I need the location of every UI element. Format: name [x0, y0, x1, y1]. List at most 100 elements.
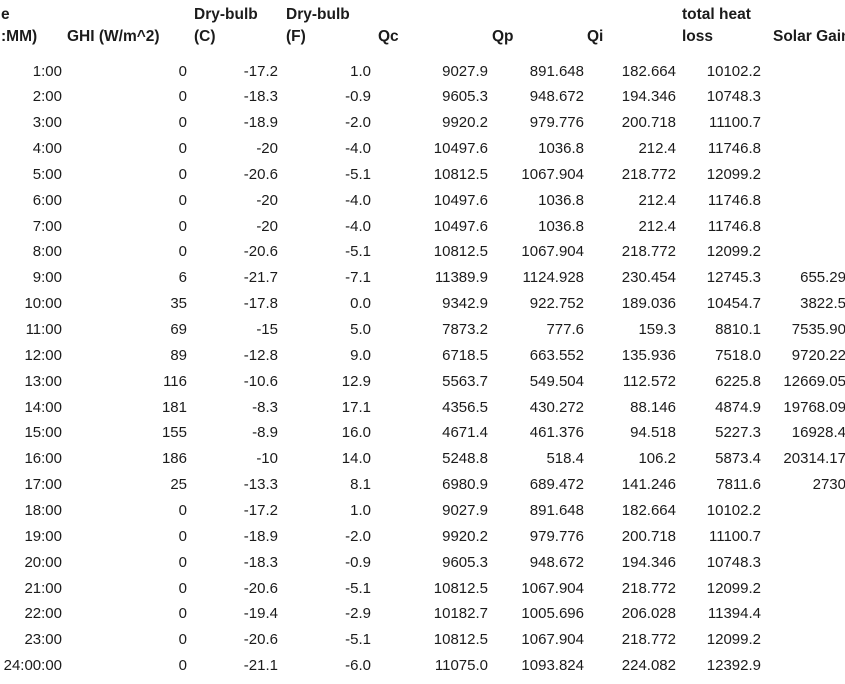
cell-qp: 1067.904	[521, 165, 584, 183]
cell-total_heat_loss: 10454.7	[706, 295, 761, 313]
cell-drybulb_c: -8.9	[252, 424, 278, 442]
column-header-ghi-line1	[67, 4, 160, 26]
cell-time: 12:00	[24, 346, 62, 364]
cell-qi: 212.4	[638, 191, 676, 209]
cell-qp: 518.4	[546, 450, 584, 468]
cell-total_heat_loss: 11746.8	[707, 191, 761, 209]
cell-qi: 182.664	[621, 501, 676, 519]
column-header-total_heat_loss-line2: loss	[682, 28, 714, 45]
cell-drybulb_f: 8.1	[350, 476, 371, 494]
cell-ghi: 116	[163, 372, 187, 390]
cell-drybulb_c: -19.4	[243, 605, 278, 623]
cell-total_heat_loss: 11100.7	[709, 527, 761, 545]
cell-qp: 663.552	[529, 346, 584, 364]
cell-qp: 1067.904	[521, 243, 584, 261]
cell-total_heat_loss: 11394.4	[707, 605, 761, 623]
cell-qc: 11075.0	[434, 657, 488, 675]
column-header-drybulb_f: Dry-bulb (F)	[286, 4, 350, 48]
cell-time: 23:00	[24, 631, 62, 649]
column-header-solar_gain-line1	[773, 4, 845, 26]
cell-ghi: 25	[170, 476, 187, 494]
cell-total_heat_loss: 7518.0	[715, 346, 761, 364]
cell-drybulb_f: 1.0	[350, 62, 371, 80]
cell-qc: 9605.3	[442, 88, 488, 106]
cell-qp: 1067.904	[521, 579, 584, 597]
cell-qi: 159.3	[638, 321, 676, 338]
cell-qp: 891.648	[529, 501, 584, 519]
cell-ghi: 0	[178, 631, 187, 649]
cell-qc: 9605.3	[442, 553, 488, 571]
cell-time: 1:00	[32, 62, 62, 80]
cell-drybulb_f: -4.0	[345, 191, 371, 209]
cell-solar_gain: 12669.05	[783, 372, 845, 390]
cell-drybulb_c: -10.6	[243, 372, 278, 390]
cell-drybulb_c: -21.1	[243, 657, 278, 675]
cell-ghi: 35	[170, 295, 187, 313]
cell-solar_gain: 20314.17	[783, 450, 845, 468]
column-header-time-line2: :MM)	[1, 28, 38, 45]
cell-ghi: 89	[170, 346, 187, 364]
cell-drybulb_f: -2.0	[345, 527, 371, 545]
cell-drybulb_f: -4.0	[345, 140, 371, 158]
cell-qp: 549.504	[529, 372, 584, 390]
column-header-qc-line1	[378, 4, 399, 26]
cell-qc: 9027.9	[442, 501, 488, 519]
cell-solar_gain: 7535.90	[791, 321, 845, 338]
column-header-qi: Qi	[587, 4, 603, 48]
cell-qp: 922.752	[529, 295, 584, 313]
cell-drybulb_c: -20	[256, 140, 278, 158]
cell-time: 15:00	[24, 424, 62, 442]
cell-qc: 10812.5	[433, 243, 488, 261]
cell-qi: 218.772	[621, 165, 676, 183]
cell-drybulb_c: -18.3	[243, 88, 278, 106]
cell-ghi: 0	[178, 140, 187, 158]
cell-solar_gain: 2730	[812, 476, 845, 494]
cell-qi: 194.346	[621, 88, 676, 106]
cell-qp: 1067.904	[521, 631, 584, 649]
cell-drybulb_c: -20.6	[243, 165, 278, 183]
cell-time: 6:00	[32, 191, 62, 209]
cell-total_heat_loss: 5873.4	[715, 450, 761, 468]
cell-qc: 6980.9	[442, 476, 488, 494]
column-header-ghi-line2: GHI (W/m^2)	[67, 28, 160, 45]
cell-drybulb_f: -0.9	[345, 553, 371, 571]
cell-ghi: 0	[178, 243, 187, 261]
cell-qi: 212.4	[638, 140, 676, 158]
column-header-drybulb_c: Dry-bulb (C)	[194, 4, 258, 48]
column-header-qi-line1	[587, 4, 603, 26]
cell-qc: 10812.5	[433, 165, 488, 183]
cell-drybulb_c: -8.3	[252, 398, 278, 416]
cell-drybulb_f: -6.0	[345, 657, 371, 675]
cell-drybulb_c: -20.6	[243, 579, 278, 597]
cell-qc: 10812.5	[433, 631, 488, 649]
cell-drybulb_c: -20	[256, 191, 278, 209]
cell-ghi: 0	[178, 191, 187, 209]
cell-total_heat_loss: 10102.2	[706, 62, 761, 80]
cell-total_heat_loss: 10748.3	[706, 553, 761, 571]
cell-drybulb_c: -18.3	[243, 553, 278, 571]
column-header-time: e:MM)	[1, 4, 37, 48]
cell-time: 19:00	[24, 527, 62, 545]
column-header-drybulb_c-line1: Dry-bulb	[194, 6, 258, 23]
cell-ghi: 0	[178, 217, 187, 235]
column-header-drybulb_f-line1: Dry-bulb	[286, 6, 350, 23]
cell-ghi: 69	[170, 321, 187, 338]
cell-qc: 6718.5	[442, 346, 488, 364]
cell-drybulb_f: 5.0	[350, 321, 371, 338]
column-header-qi-line2: Qi	[587, 28, 604, 45]
cell-drybulb_c: -20.6	[243, 631, 278, 649]
cell-qc: 9920.2	[442, 527, 488, 545]
cell-drybulb_c: -13.3	[243, 476, 278, 494]
cell-qi: 94.518	[630, 424, 676, 442]
column-header-qp: Qp	[492, 4, 514, 48]
cell-solar_gain: 9720.22	[791, 346, 845, 364]
cell-time: 14:00	[24, 398, 62, 416]
cell-drybulb_f: 14.0	[341, 450, 371, 468]
cell-total_heat_loss: 6225.8	[715, 372, 761, 390]
cell-time: 18:00	[24, 501, 62, 519]
cell-time: 4:00	[32, 140, 62, 158]
cell-qi: 224.082	[621, 657, 676, 675]
column-header-qc: Qc	[378, 4, 399, 48]
cell-time: 2:00	[32, 88, 62, 106]
cell-qc: 9342.9	[442, 295, 488, 313]
